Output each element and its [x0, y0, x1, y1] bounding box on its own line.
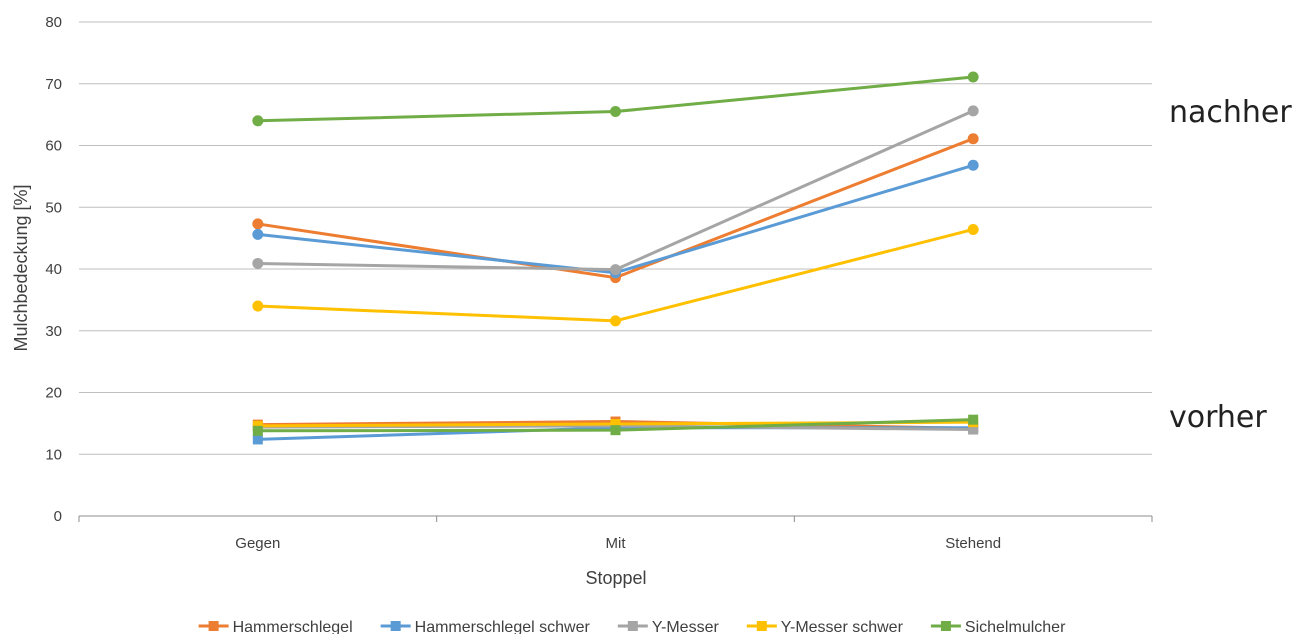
legend-label: Y-Messer schwer — [781, 619, 904, 634]
data-point-circle — [252, 218, 264, 230]
legend-label: Hammerschlegel schwer — [415, 619, 591, 634]
data-point-circle — [610, 106, 621, 118]
data-point-circle — [967, 133, 979, 145]
legend-marker — [756, 621, 767, 631]
legend-label: Sichelmulcher — [965, 619, 1066, 634]
y-tick-label: 20 — [45, 385, 62, 402]
data-point-square — [610, 418, 621, 429]
legend-label: Y-Messer — [652, 619, 720, 634]
data-point-circle — [967, 159, 979, 171]
y-tick-label: 50 — [45, 199, 62, 216]
data-point-square — [968, 424, 979, 435]
y-tick-label: 70 — [45, 76, 62, 93]
legend-label: Hammerschlegel — [233, 619, 353, 634]
legend-marker — [390, 621, 401, 631]
data-point-circle — [252, 300, 264, 312]
y-tick-label: 80 — [45, 14, 62, 31]
legend-marker — [940, 621, 951, 631]
y-tick-label: 10 — [45, 446, 62, 463]
y-tick-label: 30 — [45, 323, 62, 340]
data-point-circle — [610, 264, 621, 276]
data-point-circle — [252, 115, 264, 127]
y-axis-title: Mulchbedeckung [%] — [11, 184, 31, 351]
data-point-circle — [610, 315, 621, 327]
data-point-square — [252, 434, 263, 445]
data-point-circle — [967, 223, 979, 235]
y-tick-label: 40 — [45, 261, 62, 278]
annotation-nachher: nachher — [1169, 95, 1292, 130]
data-point-square — [610, 425, 621, 436]
data-point-circle — [252, 257, 264, 269]
x-tick-label: Stehend — [945, 535, 1001, 552]
x-tick-label: Mit — [606, 535, 627, 552]
x-tick-label: Gegen — [235, 535, 280, 552]
y-tick-label: 0 — [54, 508, 62, 525]
y-tick-label: 60 — [45, 138, 62, 155]
data-point-square — [252, 425, 263, 436]
data-point-circle — [967, 105, 979, 117]
legend-marker — [627, 621, 638, 631]
data-point-square — [968, 414, 979, 425]
x-axis-title: Stoppel — [585, 568, 646, 588]
data-point-circle — [967, 71, 979, 83]
legend-marker — [208, 621, 219, 631]
annotation-vorher: vorher — [1169, 400, 1267, 435]
data-point-circle — [252, 228, 264, 240]
